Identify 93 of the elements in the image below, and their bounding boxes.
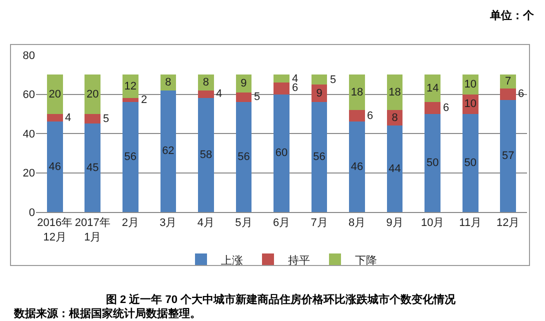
data-label: 5 bbox=[330, 74, 336, 86]
x-tick-label: 8月 bbox=[348, 217, 366, 230]
data-label: 10 bbox=[464, 98, 476, 110]
bar bbox=[274, 94, 290, 212]
data-label: 6 bbox=[367, 110, 374, 122]
data-label: 9 bbox=[316, 87, 322, 100]
bar bbox=[274, 82, 290, 94]
bar bbox=[236, 102, 252, 212]
data-label: 4 bbox=[216, 88, 222, 100]
data-label: 57 bbox=[502, 150, 514, 162]
bar bbox=[84, 124, 101, 212]
data-label: 20 bbox=[48, 88, 62, 100]
data-label: 56 bbox=[313, 151, 326, 164]
x-tick-label: 6月 bbox=[272, 217, 290, 230]
x-tick-label: 2016年 12月 bbox=[37, 217, 73, 244]
bar bbox=[349, 122, 365, 212]
y-tick-label: 80 bbox=[22, 50, 35, 62]
y-tick-label: 40 bbox=[22, 128, 35, 140]
source-note: 数据来源：根据国家统计局数据整理。 bbox=[13, 307, 201, 320]
bar bbox=[349, 110, 365, 122]
data-label: 62 bbox=[162, 145, 174, 158]
bar bbox=[198, 98, 214, 212]
bar bbox=[122, 74, 138, 98]
data-label: 56 bbox=[124, 151, 137, 164]
data-label: 18 bbox=[388, 86, 401, 98]
data-label: 44 bbox=[388, 162, 401, 175]
data-label: 8 bbox=[392, 112, 398, 124]
text: 图 2 近一年 70 个大中城市新建商品住房价格环比涨跌城市个数变化情况 bbox=[106, 293, 457, 306]
data-label: 6 bbox=[518, 88, 524, 100]
data-label: 58 bbox=[200, 149, 212, 162]
data-label: 8 bbox=[165, 76, 172, 88]
bar bbox=[500, 74, 516, 88]
bar bbox=[274, 74, 290, 82]
legend-label: 下降 bbox=[355, 254, 377, 267]
y-tick-label: 60 bbox=[22, 89, 35, 102]
data-label: 10 bbox=[464, 78, 476, 90]
bar bbox=[311, 102, 328, 212]
data-label: 12 bbox=[124, 80, 137, 92]
data-label: 7 bbox=[505, 75, 512, 88]
x-tick-label: 2017年 1月 bbox=[74, 217, 110, 244]
x-tick-label: 7月 bbox=[310, 217, 328, 230]
x-tick-label: 11月 bbox=[459, 217, 482, 230]
x-tick-label: 10月 bbox=[420, 217, 444, 230]
bar bbox=[198, 74, 214, 90]
data-label: 9 bbox=[240, 77, 247, 90]
bar bbox=[160, 90, 176, 212]
data-label: 20 bbox=[86, 88, 99, 100]
data-label: 60 bbox=[275, 147, 288, 160]
y-tick-label: 0 bbox=[28, 206, 35, 219]
data-label: 14 bbox=[426, 82, 439, 94]
bar bbox=[386, 126, 403, 212]
bar bbox=[122, 102, 138, 212]
legend-label: 持平 bbox=[288, 254, 310, 267]
y-tick-label: 20 bbox=[22, 168, 35, 180]
legend-label: 上涨 bbox=[221, 254, 243, 267]
bar bbox=[84, 74, 101, 114]
x-tick-label: 9月 bbox=[386, 217, 404, 230]
text: 单位：个 bbox=[489, 9, 535, 22]
bar bbox=[424, 74, 441, 102]
data-label: 5 bbox=[103, 113, 110, 125]
data-label: 2 bbox=[141, 94, 148, 106]
data-label: 4 bbox=[292, 73, 298, 85]
x-tick-label: 2月 bbox=[122, 217, 139, 230]
bar bbox=[500, 88, 516, 100]
bar bbox=[84, 114, 101, 124]
bar bbox=[349, 74, 365, 110]
data-label: 4 bbox=[65, 112, 72, 124]
data-label: 5 bbox=[254, 91, 260, 103]
data-label: 6 bbox=[292, 82, 298, 94]
bar bbox=[500, 100, 516, 212]
bar bbox=[236, 92, 252, 102]
data-label: 6 bbox=[443, 102, 450, 114]
bar bbox=[462, 114, 478, 212]
data-label: 45 bbox=[86, 162, 99, 174]
data-label: 46 bbox=[48, 160, 62, 173]
data-label: 18 bbox=[350, 86, 364, 98]
bar bbox=[46, 74, 63, 114]
x-tick-label: 12月 bbox=[496, 217, 520, 230]
data-label: 8 bbox=[202, 76, 210, 88]
bar bbox=[424, 114, 441, 212]
bar bbox=[424, 102, 441, 114]
data-label: 50 bbox=[464, 156, 476, 169]
x-tick-label: 5月 bbox=[235, 217, 252, 230]
bar bbox=[198, 90, 214, 98]
x-tick-label: 3月 bbox=[160, 217, 177, 230]
bar bbox=[46, 114, 63, 122]
x-tick-label: 4月 bbox=[197, 217, 215, 230]
bar bbox=[46, 122, 63, 212]
bar bbox=[311, 74, 328, 84]
data-label: 56 bbox=[238, 151, 250, 164]
data-label: 50 bbox=[426, 156, 439, 169]
data-label: 46 bbox=[350, 160, 364, 173]
bar bbox=[122, 98, 138, 102]
